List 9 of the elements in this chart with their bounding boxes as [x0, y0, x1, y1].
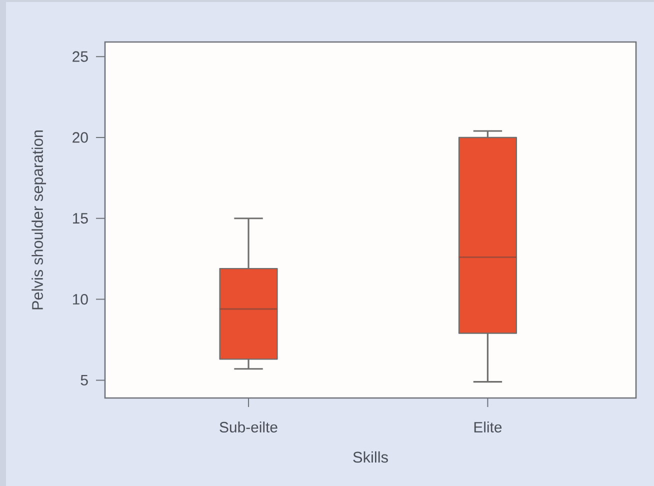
x-tick-label: Elite	[474, 422, 502, 432]
y-tick-label: 5	[80, 374, 88, 386]
y-axis-title: Pelvis shoulder separation	[32, 130, 46, 310]
y-tick-label: 15	[73, 213, 88, 224]
x-tick-label: Sub-eilte	[220, 422, 278, 432]
x-axis-title: Skills	[353, 451, 388, 463]
y-tick-label: 10	[73, 294, 88, 305]
y-tick-label: 20	[72, 132, 88, 143]
y-tick-label: 25	[72, 51, 88, 62]
